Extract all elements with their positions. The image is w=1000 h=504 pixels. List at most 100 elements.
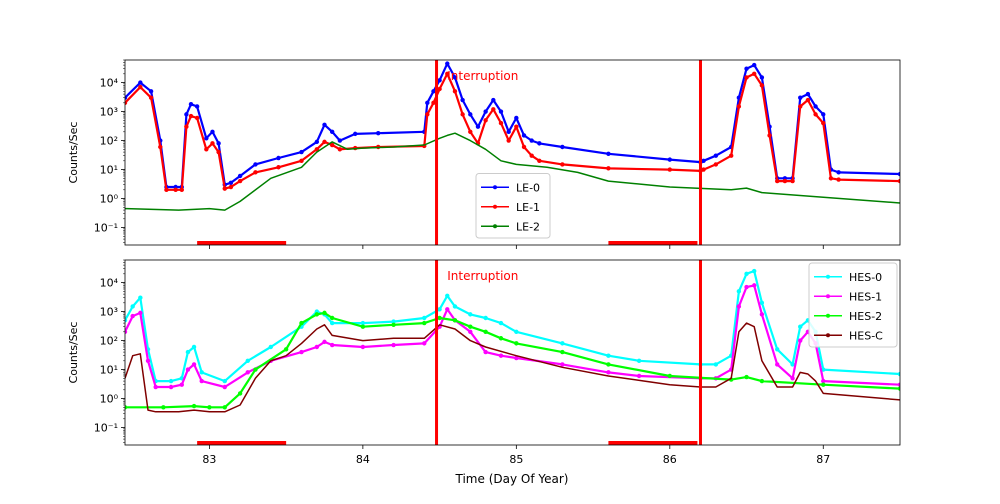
data-point-LE-0	[521, 133, 527, 138]
data-point-HES-1	[744, 284, 749, 290]
data-point-LE-0	[253, 162, 258, 167]
data-point-LE-1	[222, 186, 227, 191]
data-point-HES-1	[391, 342, 396, 348]
data-point-LE-0	[376, 130, 381, 136]
data-point-HES-1	[483, 349, 488, 355]
data-point-LE-0	[759, 75, 765, 80]
y-axis-label: Counts/Sec	[67, 322, 80, 384]
data-point-HES-2	[667, 373, 673, 379]
data-point-HES-0	[468, 312, 473, 317]
axes-frame	[124, 259, 901, 446]
data-point-HES-0	[752, 268, 757, 274]
data-point-HES-2	[161, 405, 166, 410]
data-point-HES-2	[468, 324, 473, 329]
data-point-HES-2	[897, 386, 900, 391]
legend-marker	[826, 313, 830, 318]
data-point-LE-1	[529, 153, 534, 158]
series-line-LE-2	[125, 132, 900, 211]
data-point-HES-1	[798, 338, 803, 343]
data-point-HES-1	[299, 349, 304, 355]
x-tick-label: 83	[202, 453, 216, 466]
data-point-LE-0	[148, 89, 154, 94]
data-point-LE-1	[173, 187, 178, 193]
data-point-LE-1	[194, 115, 200, 121]
data-point-LE-1	[460, 112, 465, 117]
data-point-HES-2	[125, 405, 128, 410]
data-point-LE-1	[736, 104, 742, 109]
data-point-LE-1	[813, 112, 818, 117]
data-point-LE-1	[322, 139, 327, 145]
data-point-LE-0	[813, 104, 818, 109]
y-tick-label: 10²	[100, 335, 118, 348]
data-point-LE-1	[828, 176, 834, 181]
data-point-HES-1	[897, 382, 900, 387]
data-point-HES-0	[199, 370, 204, 375]
data-point-LE-1	[210, 141, 215, 146]
data-point-HES-1	[245, 370, 250, 375]
series-line-HES-0	[125, 269, 900, 383]
data-point-HES-1	[360, 344, 366, 350]
data-point-HES-2	[322, 310, 327, 316]
data-point-LE-0	[276, 155, 281, 161]
data-point-HES-1	[759, 312, 765, 317]
data-point-LE-0	[897, 171, 900, 177]
y-tick-label: 10⁰	[100, 393, 119, 406]
data-point-HES-0	[445, 293, 450, 298]
data-point-LE-0	[667, 157, 673, 162]
data-point-LE-0	[468, 112, 473, 117]
data-point-LE-1	[897, 178, 900, 184]
data-point-HES-0	[452, 304, 458, 309]
data-point-HES-0	[245, 358, 250, 364]
bottom-panel: 10⁻¹ 10⁰ 10¹ 10² 10³ 10⁴ 83 84 85 86 87 Counts/Sec I…	[67, 259, 901, 466]
data-point-LE-1	[667, 167, 673, 172]
data-point-HES-1	[199, 378, 204, 384]
data-point-LE-1	[506, 138, 511, 143]
legend-marker	[493, 185, 497, 190]
legend-box	[808, 262, 898, 348]
y-tick-label: 10⁻¹	[94, 222, 118, 235]
data-point-LE-1	[314, 147, 320, 152]
plot-area	[125, 268, 900, 413]
data-point-HES-2	[314, 312, 320, 317]
legend-box	[475, 173, 551, 239]
data-point-HES-1	[736, 304, 742, 309]
data-point-HES-1	[560, 362, 565, 367]
data-point-LE-1	[752, 71, 757, 77]
legend-label: LE-1	[516, 201, 540, 214]
data-point-HES-0	[391, 319, 396, 324]
data-point-HES-1	[322, 339, 327, 345]
data-point-LE-0	[475, 124, 481, 129]
data-point-HES-0	[759, 300, 765, 306]
data-point-HES-2	[606, 362, 611, 367]
data-point-HES-0	[560, 341, 565, 346]
data-point-HES-0	[736, 289, 742, 294]
x-tick-label: 87	[816, 453, 830, 466]
data-point-LE-1	[452, 89, 458, 94]
data-point-LE-1	[767, 133, 772, 138]
x-axis-label: Time (Day Of Year)	[455, 472, 569, 486]
data-point-HES-1	[468, 329, 473, 335]
data-point-LE-0	[204, 136, 209, 141]
legend-label: LE-2	[516, 220, 540, 233]
data-point-LE-1	[276, 165, 281, 170]
data-point-HES-2	[483, 329, 488, 335]
data-point-LE-0	[337, 138, 343, 143]
legend-marker	[493, 224, 497, 229]
data-point-HES-0	[268, 344, 273, 350]
data-point-HES-1	[314, 344, 320, 350]
data-point-LE-0	[322, 122, 327, 127]
y-tick-label: 10⁴	[100, 277, 119, 290]
data-point-LE-0	[431, 89, 436, 94]
data-point-LE-0	[713, 153, 719, 158]
interruption-annotation: Interruption	[447, 269, 518, 283]
data-point-HES-0	[636, 358, 642, 364]
data-point-LE-1	[483, 118, 488, 123]
data-point-HES-1	[606, 370, 611, 375]
data-point-HES-2	[191, 403, 197, 409]
data-point-LE-1	[836, 177, 841, 182]
data-point-HES-1	[752, 283, 757, 288]
plot-area	[125, 61, 900, 211]
data-point-LE-1	[498, 120, 504, 126]
data-point-HES-2	[821, 382, 826, 387]
data-point-LE-0	[752, 62, 757, 68]
